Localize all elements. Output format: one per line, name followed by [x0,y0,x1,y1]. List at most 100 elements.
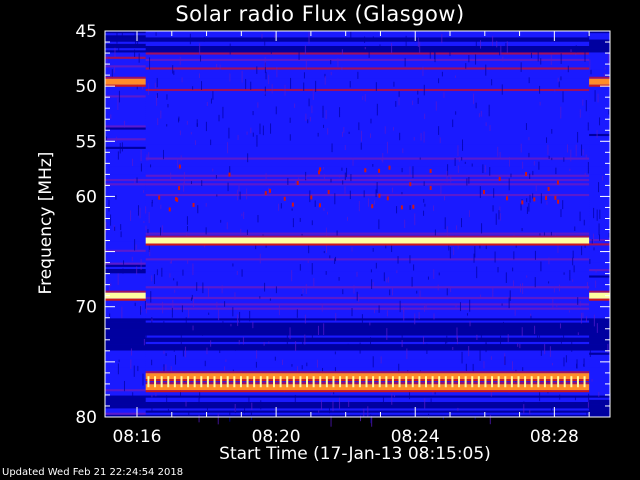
heatmap-row [145,121,590,124]
heatmap-row [145,76,590,79]
noise-streak [575,53,577,56]
comb-tooth [391,376,394,388]
heatmap-row [145,331,590,334]
heatmap-row [589,161,611,165]
comb-tooth [550,376,553,388]
noise-streak [458,156,460,162]
noise-streak [114,47,116,58]
heatmap-row [589,65,611,68]
noise-streak [389,289,391,296]
noise-streak [547,144,549,155]
noise-streak [291,270,293,282]
noise-streak [378,305,380,313]
noise-streak [520,283,522,293]
noise-streak [229,410,231,422]
noise-streak [391,393,393,405]
y-tick-label: 50 [75,77,97,97]
noise-streak [449,49,451,57]
noise-streak [341,49,343,55]
heatmap-row [105,206,146,210]
x-axis-ticks: 08:16 08:20 08:24 08:28 [112,31,590,447]
noise-streak [383,272,385,282]
heatmap-row [589,269,611,272]
heatmap-row [145,125,590,128]
heatmap-row [105,245,146,248]
heatmap-row [145,266,590,270]
heatmap-row [589,35,611,38]
noise-streak [398,363,400,376]
heatmap-row [105,33,146,36]
noise-streak [190,132,192,135]
noise-streak [110,283,112,287]
noise-streak [192,325,194,331]
heatmap-row [589,187,611,190]
noise-streak [210,98,212,104]
noise-streak [205,227,207,235]
noise-streak [364,46,366,50]
noise-streak [584,51,586,62]
noise-streak [562,91,564,103]
noise-streak [218,114,220,122]
heatmap-row [105,67,146,70]
noise-streak [447,164,449,176]
noise-streak [146,154,148,161]
heatmap-row [145,264,590,268]
noise-streak [307,259,309,263]
heatmap-row [105,35,146,38]
heatmap-row [105,166,146,169]
heatmap-row [105,208,146,212]
noise-streak [277,203,279,211]
heatmap-row [589,331,611,334]
noise-streak [523,404,525,414]
heatmap-row [145,178,590,182]
heatmap-row [145,292,590,296]
noise-streak [496,40,498,48]
comb-tooth [583,376,586,388]
noise-streak [597,93,599,103]
noise-streak [585,154,587,159]
heatmap-row [105,123,146,126]
noise-streak [325,110,327,120]
noise-streak [138,53,140,63]
heatmap-row [105,155,146,158]
noise-streak [604,66,606,70]
noise-streak [423,210,425,216]
noise-streak [241,70,243,83]
heatmap-row [589,142,611,145]
noise-streak [500,45,502,55]
heatmap-row [589,260,611,263]
heatmap-row [145,301,590,304]
noise-streak [140,149,142,162]
noise-streak [441,33,443,43]
noise-streak [250,412,252,421]
noise-streak [334,193,336,205]
heatmap-row [105,37,146,40]
noise-streak [550,54,552,66]
heatmap-row [589,322,611,326]
comb-tooth [233,376,236,388]
noise-streak [246,131,248,135]
noise-streak [489,167,491,176]
heatmap-row [589,159,611,163]
noise-streak [256,350,258,359]
heatmap-row [145,103,590,107]
noise-streak [462,139,464,151]
heatmap-row [145,326,590,330]
noise-streak [528,202,530,212]
heatmap-row [145,213,590,216]
heatmap-row [145,356,590,360]
noise-streak [201,180,203,187]
noise-streak [532,170,534,176]
heatmap-row [145,271,590,274]
noise-streak [385,243,387,249]
noise-streak [401,332,403,338]
noise-streak [423,198,425,203]
noise-streak [413,137,415,141]
noise-streak [427,276,429,280]
noise-streak [237,189,239,201]
noise-streak [538,161,540,170]
heatmap-row [589,410,611,414]
noise-streak [114,226,116,231]
heatmap-row [145,346,590,349]
heatmap-row [145,322,590,326]
